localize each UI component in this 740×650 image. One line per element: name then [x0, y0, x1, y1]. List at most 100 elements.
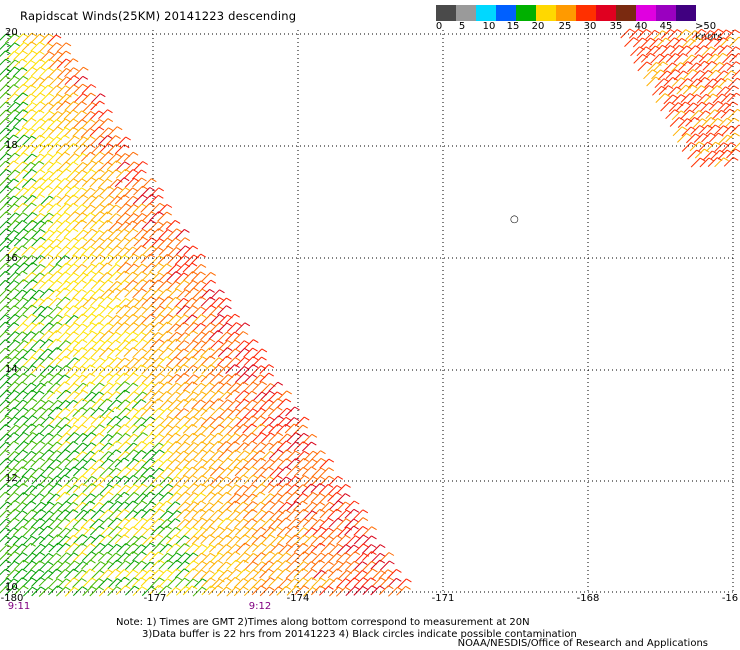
wind-barb-tick — [735, 61, 740, 65]
wind-barb-tick — [48, 102, 54, 107]
wind-barb-tick — [175, 416, 181, 421]
wind-barb-tick — [251, 577, 257, 582]
wind-barb-tick — [40, 586, 46, 591]
wind-barb-tick — [166, 204, 173, 208]
wind-barb — [132, 194, 143, 205]
wind-barb — [48, 585, 58, 596]
wind-barb-tick — [209, 534, 215, 539]
wind-barb — [21, 331, 32, 341]
wind-barb — [107, 126, 118, 137]
wind-barb — [354, 552, 365, 563]
wind-barb-tick — [175, 476, 182, 480]
wind-barb — [80, 128, 91, 138]
wind-barb-tick — [30, 288, 37, 293]
wind-barb — [124, 542, 134, 553]
wind-barb — [64, 245, 75, 256]
wind-barb — [31, 84, 42, 95]
wind-barb — [81, 135, 91, 146]
wind-barb — [200, 425, 211, 436]
wind-barb-tick — [260, 423, 267, 428]
wind-barb-tick — [192, 365, 199, 369]
wind-barb — [72, 279, 82, 290]
wind-barb — [81, 204, 91, 215]
wind-barb — [158, 450, 169, 460]
wind-barb — [695, 77, 706, 87]
wind-barb-tick — [235, 432, 241, 437]
wind-barb — [21, 493, 32, 503]
wind-barb — [243, 474, 254, 485]
wind-barb-tick — [642, 37, 648, 42]
wind-barb — [89, 518, 100, 529]
wind-barb — [107, 559, 118, 570]
wind-barb — [30, 314, 41, 325]
wind-barb-tick — [82, 458, 88, 463]
wind-barb-tick — [22, 415, 29, 420]
wind-barb-tick — [82, 451, 88, 455]
wind-barb — [65, 390, 75, 401]
wind-barb-tick — [166, 280, 172, 285]
wind-barb-tick — [89, 381, 96, 386]
wind-barb-tick — [47, 442, 54, 447]
wind-barb-tick — [81, 237, 88, 242]
wind-barb-tick — [22, 483, 28, 488]
wind-barb-tick — [200, 314, 207, 319]
wind-barb — [175, 577, 185, 588]
wind-barb-tick — [47, 84, 54, 89]
wind-barb-tick — [184, 543, 190, 548]
wind-barb-tick — [175, 526, 181, 531]
wind-barb — [0, 109, 7, 117]
wind-barb — [699, 157, 710, 168]
wind-barb-tick — [320, 467, 327, 472]
wind-barb-tick — [107, 543, 114, 548]
wind-barb-tick — [22, 314, 28, 319]
wind-barb — [39, 58, 50, 69]
wind-barb-tick — [123, 177, 130, 182]
wind-barb — [4, 586, 15, 596]
wind-barb-tick — [680, 77, 687, 82]
wind-barb-tick — [125, 399, 131, 404]
wind-barb-tick — [123, 228, 130, 233]
wind-barb — [97, 398, 108, 409]
wind-barb — [184, 391, 194, 402]
wind-barb — [175, 560, 186, 571]
wind-barb — [6, 101, 16, 112]
wind-barb — [672, 126, 683, 137]
wind-barb-tick — [703, 148, 710, 153]
wind-barb-tick — [158, 442, 165, 447]
wind-barb-tick — [98, 288, 105, 293]
wind-barb — [13, 552, 23, 562]
wind-barb — [89, 525, 100, 536]
wind-barb — [699, 102, 710, 113]
wind-barb — [636, 46, 647, 57]
wind-barb — [192, 331, 202, 342]
wind-barb-tick — [23, 585, 29, 590]
wind-barb-tick — [98, 391, 105, 396]
wind-barb — [140, 475, 151, 485]
wind-barb-tick — [98, 586, 105, 591]
wind-barb-tick — [56, 406, 63, 411]
wind-barb-tick — [328, 517, 334, 522]
wind-barb — [99, 195, 110, 205]
wind-barb — [690, 70, 701, 80]
wind-barb-tick — [268, 560, 275, 565]
wind-barb-tick — [286, 501, 292, 506]
wind-barb-tick — [81, 475, 88, 480]
wind-barb — [150, 475, 160, 486]
wind-barb-tick — [115, 415, 122, 420]
wind-barb — [30, 134, 41, 145]
wind-barb-tick — [39, 169, 46, 174]
wind-barb — [90, 382, 100, 393]
wind-barb — [90, 365, 101, 376]
wind-barb — [276, 568, 286, 579]
wind-barb-tick — [218, 390, 224, 395]
wind-barb — [116, 543, 127, 553]
wind-barb-tick — [65, 85, 71, 90]
wind-barb — [5, 544, 15, 554]
wind-barb — [115, 314, 126, 325]
wind-barb-tick — [133, 407, 139, 412]
wind-barb-tick — [694, 30, 700, 35]
wind-barb — [218, 457, 229, 468]
wind-barb — [4, 203, 15, 214]
wind-barb — [0, 510, 7, 518]
wind-barb — [114, 177, 125, 188]
